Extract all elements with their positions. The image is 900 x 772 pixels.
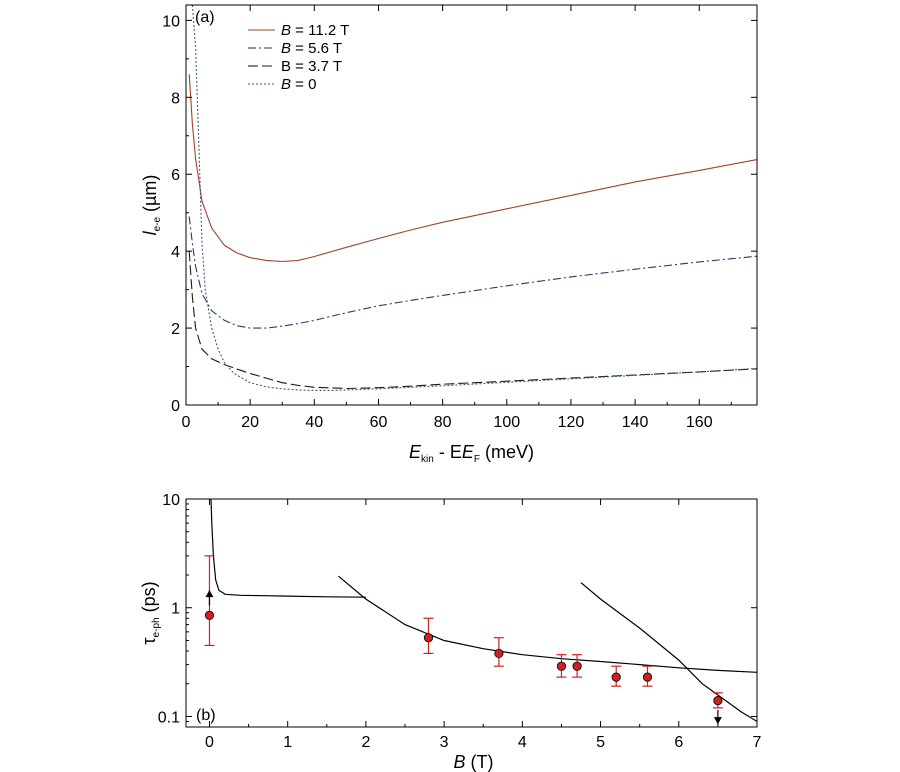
x-tick-label-b: 3	[440, 734, 449, 751]
panel-b-chart: 0 1 2 3 4 5 6 7 0.1 1 10 (b) B (T) τe-ph (ps)	[139, 492, 762, 772]
y-axis-label-b: τe-ph (ps)	[139, 581, 162, 644]
x-tick-label-a: 160	[686, 414, 713, 431]
x-axis-label-b: B (T)	[454, 752, 494, 772]
x-tick-label-b: 7	[753, 734, 762, 751]
y-axis-label-main: l	[140, 230, 160, 235]
legend-label-2: B = 5.6 T	[281, 40, 342, 57]
data-point	[642, 672, 653, 682]
x-tick-label-a: 40	[305, 414, 323, 431]
curve-high-field	[580, 582, 757, 722]
x-tick-label-a: 120	[558, 414, 585, 431]
curve-low-field	[210, 499, 366, 598]
x-axis-label-a: Ekin - EEF (meV)	[409, 442, 534, 465]
legend-label-italic: B	[281, 40, 291, 57]
x-axis-label-sub: kin	[421, 454, 434, 465]
y-axis-label-b-sub: e-ph	[151, 617, 162, 637]
y-tick-label-b: 1	[171, 601, 180, 618]
x-tick-label-b: 2	[361, 734, 370, 751]
series-line-3	[188, 251, 757, 390]
legend-label-3: B = 3.7 T	[281, 58, 342, 75]
data-point	[572, 661, 582, 671]
x-axis-label-main: E	[409, 442, 422, 462]
y-axis-label-a: le-e (µm)	[140, 175, 163, 236]
x-axis-label-tail: (meV)	[480, 442, 534, 462]
arrow-head	[713, 717, 722, 725]
x-tick-label-a: 60	[370, 414, 388, 431]
x-axis-label-main2: E	[462, 442, 475, 462]
x-tick-label-a: 0	[182, 414, 191, 431]
x-tick-label-b: 5	[596, 734, 605, 751]
x-tick-label-a: 100	[493, 414, 520, 431]
legend-label-rest: = 11.2 T	[291, 22, 349, 39]
x-axis-label-b-tail: (T)	[466, 752, 494, 772]
x-tick-label-b: 6	[674, 734, 683, 751]
legend-label-italic: B	[281, 22, 291, 39]
y-tick-label-a: 4	[171, 244, 180, 261]
x-tick-label-b: 1	[283, 734, 292, 751]
x-axis-label-mid: - E	[434, 442, 462, 462]
series-line-1	[188, 74, 757, 263]
y-axis-label-b-tail: (ps)	[139, 581, 159, 617]
x-tick-label-b: 0	[205, 734, 214, 751]
y-tick-label-b: 10	[162, 492, 180, 509]
data-point	[556, 661, 567, 671]
panel-a-chart: 0 20 40 60 80 100 120 140 160 0 2 4 6 8 10 (a) B = 11.2 …	[140, 4, 758, 465]
data-point	[494, 648, 504, 659]
curve-mid-field	[338, 575, 757, 673]
legend-label-rest: = 0	[291, 76, 316, 93]
y-axis-label-b-main: τ	[139, 637, 159, 644]
y-tick-label-a: 10	[162, 13, 180, 30]
x-axis-label-b-main: B	[454, 752, 466, 772]
data-point	[204, 610, 215, 621]
x-tick-label-a: 20	[241, 414, 259, 431]
y-axis-label-sub: e-e	[152, 217, 163, 232]
x-tick-label-b: 4	[518, 734, 527, 751]
arrow-head	[205, 590, 214, 598]
y-tick-label-a: 8	[171, 90, 180, 107]
x-tick-label-a: 80	[434, 414, 452, 431]
series-line-2	[188, 216, 757, 329]
data-point	[423, 633, 434, 643]
data-point	[611, 672, 621, 682]
legend-label-1: B = 11.2 T	[281, 22, 349, 39]
panel-label-a: (a)	[195, 9, 215, 26]
panel-label-b: (b)	[196, 707, 216, 724]
data-point	[713, 695, 723, 706]
plot-frame-b	[185, 498, 758, 728]
y-tick-label-a: 0	[171, 398, 180, 415]
plot-frame-a	[185, 4, 758, 406]
y-tick-label-b: 0.1	[158, 709, 180, 726]
y-axis-label-tail: (µm)	[140, 175, 160, 217]
series-line-4	[191, 5, 757, 391]
legend-label-italic: B	[281, 76, 291, 93]
y-tick-label-a: 2	[171, 321, 180, 338]
legend-label-rest: B = 3.7 T	[281, 58, 342, 75]
legend-label-rest: = 5.6 T	[291, 40, 342, 57]
y-tick-label-a: 6	[171, 167, 180, 184]
legend-label-4: B = 0	[281, 76, 316, 93]
x-axis-label-sub2: F	[474, 454, 480, 465]
x-tick-label-a: 140	[622, 414, 649, 431]
